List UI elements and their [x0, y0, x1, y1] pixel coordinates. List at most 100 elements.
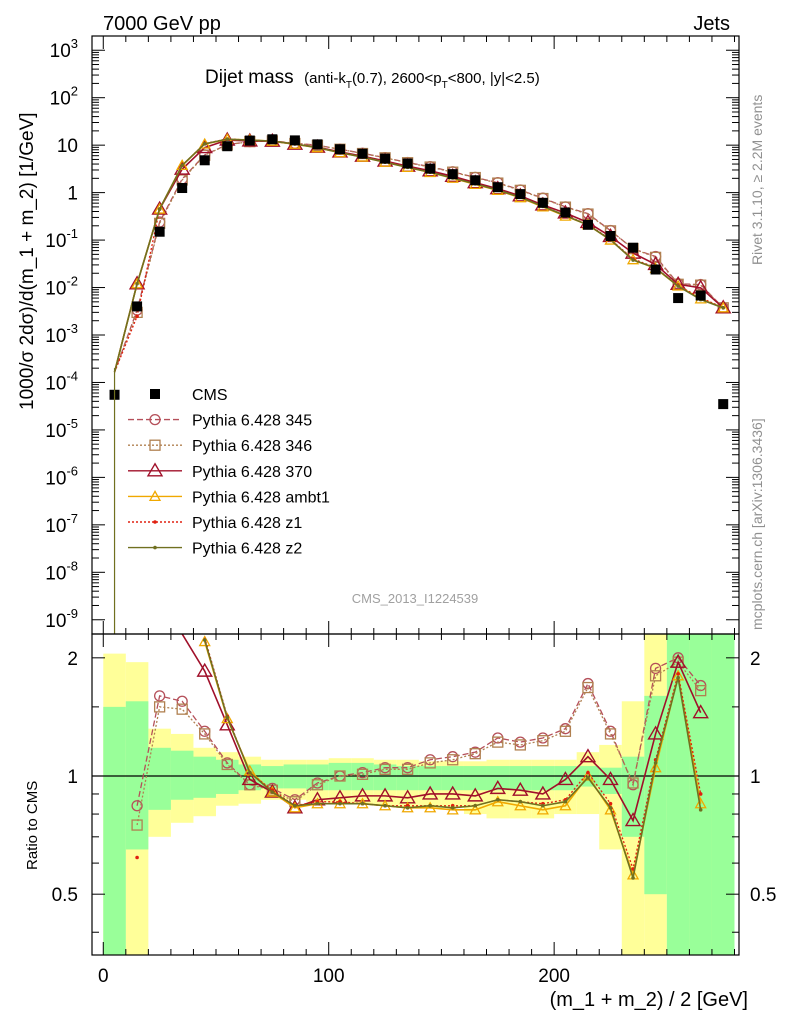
ratio-point-2-0-8 [354, 787, 371, 802]
cms-point-14 [425, 163, 436, 174]
ratio-point-5-0-14 [518, 799, 523, 804]
legend-label-6: Pythia 6.428 z2 [192, 541, 302, 558]
main-y-label-0: 1 [67, 184, 78, 205]
main-y-label--9: 10-9 [45, 606, 78, 632]
band-green-bin-5 [215, 759, 239, 794]
legend-label-4: Pythia 6.428 ambt1 [192, 489, 330, 506]
exp-base: 10 [45, 326, 66, 347]
ratio-point-1-0-23 [649, 670, 662, 682]
exp-base: 10 [45, 516, 66, 537]
ratio-point-5-0-8 [383, 803, 387, 808]
ratio-point-3-0-11 [446, 803, 459, 815]
ratio-point-4-1-22 [698, 792, 703, 796]
ratio-point-4-1-21 [676, 672, 680, 676]
ratio-point-2-0-11 [421, 785, 439, 800]
band-green-bin-18 [509, 766, 532, 791]
rivet-label: Rivet 3.1.10, ≥ 2.2M events [749, 95, 765, 265]
main-point-5-3 [180, 163, 184, 168]
legend-marker-1 [149, 413, 161, 426]
main-point-3-25 [672, 279, 685, 291]
band-green-bin-0 [103, 706, 126, 955]
cms-point-17 [492, 182, 503, 193]
ratio-point-3-0-18 [604, 803, 617, 815]
legend-marker-2 [149, 439, 161, 451]
cms-point-24 [650, 264, 661, 275]
ratio-point-1-0-11 [379, 763, 391, 775]
ratio-point-1-0-4 [221, 758, 233, 771]
ratio-y-label-right-0: 0.5 [750, 885, 776, 906]
ratio-line-1-0 [136, 661, 702, 826]
exp-power: 2 [71, 84, 78, 99]
ratio-point-4-0-0 [135, 855, 139, 860]
cms-point-4 [199, 155, 210, 166]
main-point-3-2 [153, 202, 166, 214]
ratio-point-2-0-14 [489, 779, 507, 795]
band-green-bin-19 [531, 766, 555, 791]
band-green-bin-4 [193, 756, 216, 798]
ratio-point-2-0-21 [647, 725, 664, 740]
ratio-point-2-0-13 [467, 787, 484, 802]
ratio-point-3-0-14 [514, 799, 527, 811]
band-green-bin-23 [621, 756, 645, 837]
ratio-point-5-0-15 [541, 803, 545, 808]
ratio-point-2-0-22 [669, 653, 687, 668]
cms-point-10 [334, 144, 345, 155]
cms-point-25 [673, 293, 684, 304]
cms-point-11 [357, 148, 368, 159]
band-green-bin-27 [711, 634, 735, 955]
band-green-bin-17 [486, 766, 510, 791]
header-left: 7000 GeV pp [103, 13, 221, 35]
main-y-label-2: 102 [50, 84, 78, 110]
cms-point-9 [312, 139, 323, 150]
ratio-point-5-0-9 [405, 805, 410, 810]
ratio-point-5-0-0 [202, 638, 207, 642]
exp-base: 10 [45, 563, 66, 584]
exp-base: 10 [50, 41, 71, 62]
band-green-bin-14 [418, 766, 442, 791]
main-plot-series [109, 131, 732, 634]
ratio-point-1-0-10 [356, 768, 369, 780]
ratio-point-1-0-18 [537, 735, 549, 747]
cms-point-13 [402, 158, 413, 169]
main-y-label--8: 10-8 [45, 558, 78, 584]
exp-power: -6 [66, 463, 78, 478]
ratio-point-3-0-1 [221, 712, 234, 724]
main-point-5-4 [202, 142, 207, 146]
ratio-point-5-0-12 [473, 803, 478, 808]
plot-title: Dijet mass (anti-kT(0.7), 2600<pT<800, |… [205, 67, 540, 91]
band-green-bin-7 [261, 766, 284, 789]
x-tick-label-200: 200 [538, 966, 570, 987]
ratio-point-5-0-10 [428, 803, 432, 808]
exp-base: 10 [45, 421, 66, 442]
cms-point-22 [605, 230, 616, 241]
ratio-point-2-0-12 [444, 785, 461, 800]
main-y-label--2: 10-2 [45, 274, 78, 300]
band-green-bin-20 [554, 766, 577, 791]
legend-label-0: CMS [192, 387, 228, 404]
ratio-point-2-0-18 [579, 748, 597, 763]
ratio-point-1-0-21 [604, 728, 617, 740]
legend-label-1: Pythia 6.428 345 [192, 413, 312, 430]
ratio-point-5-0-5 [315, 801, 320, 806]
main-point-5-1 [135, 281, 139, 286]
legend-label-2: Pythia 6.428 346 [192, 438, 312, 455]
legend-marker-4 [148, 490, 162, 502]
ratio-frame [91, 633, 740, 956]
cms-point-18 [515, 189, 526, 200]
x-tick-label-100: 100 [313, 966, 345, 987]
ratio-point-0-0-23 [649, 662, 662, 675]
title-detail-sub: T [346, 80, 352, 91]
ratio-point-1-0-14 [447, 754, 459, 766]
header-right: Jets [693, 13, 730, 35]
axis-ticks: 0 100 20010310210110-110-210-310-410-510-6… [45, 36, 776, 987]
ratio-point-2-0-16 [534, 785, 552, 800]
ratio-point-1-0-25 [695, 684, 707, 697]
band-green-bin-3 [170, 750, 194, 800]
ratio-point-0-0-2 [176, 695, 188, 707]
ratio-point-5-0-19 [631, 876, 635, 880]
ratio-point-1-0-20 [582, 681, 594, 694]
main-y-label--7: 10-7 [45, 511, 78, 537]
main-point-3-3 [176, 159, 189, 171]
main-line-0 [113, 140, 724, 373]
ratio-y-label-left-2: 2 [67, 649, 78, 670]
